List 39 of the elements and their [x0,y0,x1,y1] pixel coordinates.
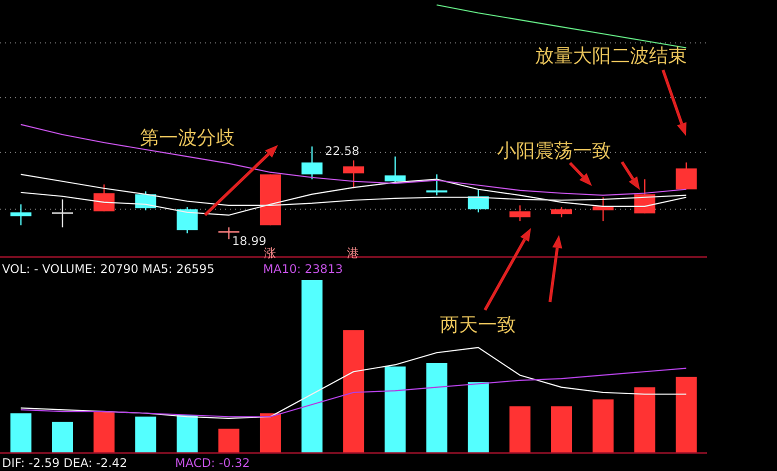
bar [551,406,572,453]
annotation: 18.99 [232,234,266,248]
bar [135,416,156,453]
bar [302,280,323,453]
annotation: 两天一致 [440,314,516,336]
annotation: 港 [347,246,359,260]
candlestick [509,204,530,222]
candlestick [676,162,697,190]
bar [10,413,32,453]
annotation: 放量大阳二波结束 [535,45,687,67]
text: DIF: -2.59 DEA: -2.42 [2,456,128,470]
bar [94,411,115,453]
bar [176,414,198,453]
bar [426,363,448,453]
bar [509,406,530,453]
bar [218,428,240,453]
candlestick [52,198,73,228]
annotation: 涨 [264,246,276,260]
candlestick [426,174,448,196]
text: VOL: - VOLUME: 20790 MA5: 26595 [2,262,214,276]
candlestick [551,206,572,218]
candlestick [343,160,364,189]
bar [260,413,281,453]
annotation: 小阳震荡一致 [497,140,611,162]
bar [592,399,614,453]
bar [343,330,364,453]
bar [634,387,656,453]
annotation: 第一波分歧 [140,127,235,149]
annotation: 22.58 [325,144,360,158]
candlestick [10,204,32,226]
text: MA10: 23813 [263,262,343,276]
bar [468,382,489,453]
candlestick [94,184,115,212]
text: MACD: -0.32 [175,456,250,470]
candlestick [302,146,323,180]
bar [384,366,406,453]
bar [676,376,697,453]
bar [52,422,73,453]
candlestick [384,156,406,184]
